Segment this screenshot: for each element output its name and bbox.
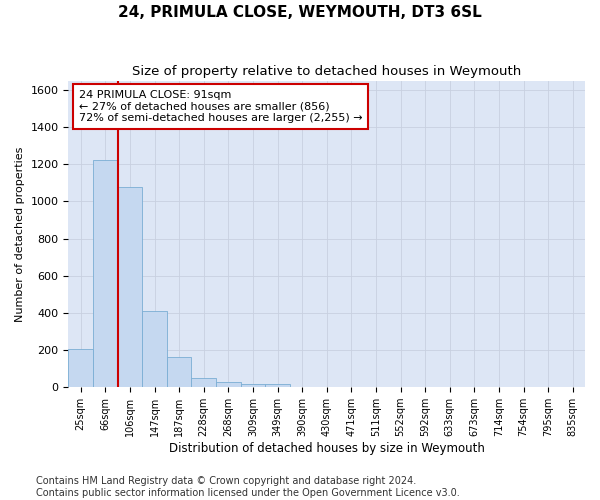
Bar (191, 378, 216, 387)
Bar (216, 382, 241, 387)
Bar (142, 311, 167, 387)
Text: 24 PRIMULA CLOSE: 91sqm
← 27% of detached houses are smaller (856)
72% of semi-d: 24 PRIMULA CLOSE: 91sqm ← 27% of detache… (79, 90, 362, 123)
Bar (68, 349, 93, 387)
Title: Size of property relative to detached houses in Weymouth: Size of property relative to detached ho… (132, 65, 521, 78)
Y-axis label: Number of detached properties: Number of detached properties (15, 146, 25, 322)
Bar (93, 160, 118, 387)
Text: 24, PRIMULA CLOSE, WEYMOUTH, DT3 6SL: 24, PRIMULA CLOSE, WEYMOUTH, DT3 6SL (118, 5, 482, 20)
Bar (118, 188, 142, 387)
Bar (241, 384, 265, 387)
X-axis label: Distribution of detached houses by size in Weymouth: Distribution of detached houses by size … (169, 442, 485, 455)
Bar (265, 384, 290, 387)
Bar (167, 358, 191, 387)
Text: Contains HM Land Registry data © Crown copyright and database right 2024.
Contai: Contains HM Land Registry data © Crown c… (36, 476, 460, 498)
